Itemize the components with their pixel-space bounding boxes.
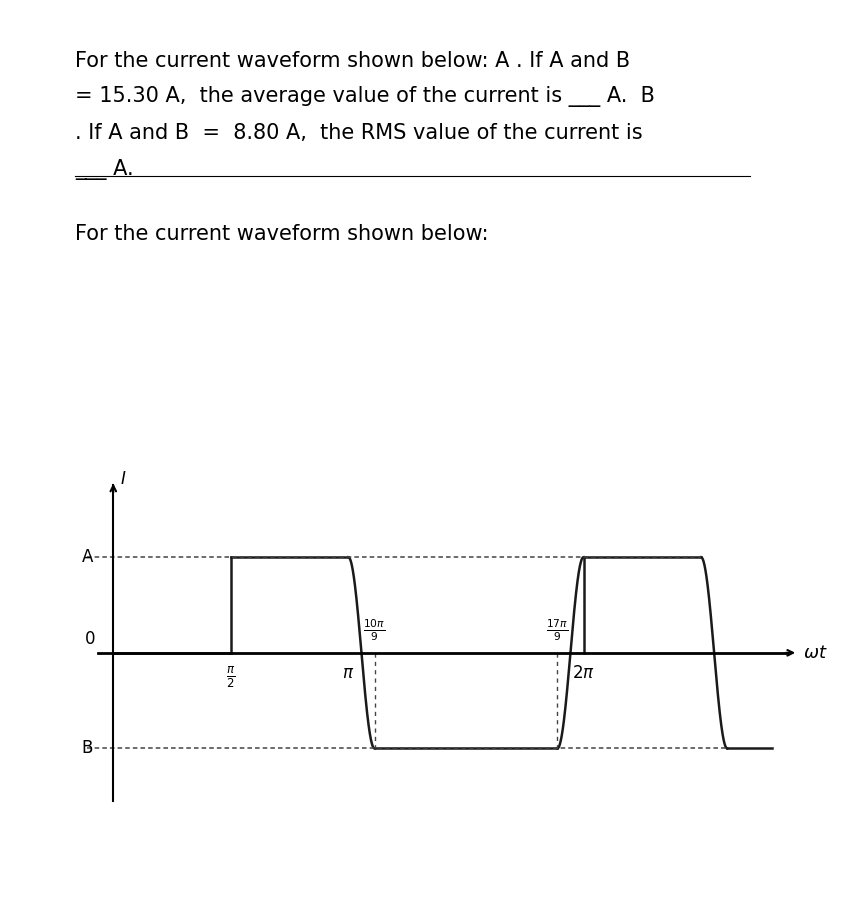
Text: For the current waveform shown below: A . If A and B: For the current waveform shown below: A … bbox=[75, 51, 630, 71]
Text: ___ A.: ___ A. bbox=[75, 159, 134, 180]
Text: $\omega t$: $\omega t$ bbox=[803, 644, 828, 661]
Text: $\pi$: $\pi$ bbox=[342, 664, 355, 682]
Text: B: B bbox=[82, 739, 94, 757]
Text: 0: 0 bbox=[85, 630, 95, 648]
Text: $2\pi$: $2\pi$ bbox=[572, 664, 595, 682]
Text: $\frac{\pi}{2}$: $\frac{\pi}{2}$ bbox=[226, 664, 235, 689]
Text: = 15.30 A,  the average value of the current is ___ A.  B: = 15.30 A, the average value of the curr… bbox=[75, 86, 655, 107]
Text: $\frac{17\pi}{9}$: $\frac{17\pi}{9}$ bbox=[546, 618, 568, 643]
Text: . If A and B  =  8.80 A,  the RMS value of the current is: . If A and B = 8.80 A, the RMS value of … bbox=[75, 123, 642, 143]
Text: A: A bbox=[82, 548, 94, 566]
Text: For the current waveform shown below:: For the current waveform shown below: bbox=[75, 224, 488, 244]
Text: $\frac{10\pi}{9}$: $\frac{10\pi}{9}$ bbox=[363, 618, 385, 643]
Text: I: I bbox=[121, 470, 126, 487]
